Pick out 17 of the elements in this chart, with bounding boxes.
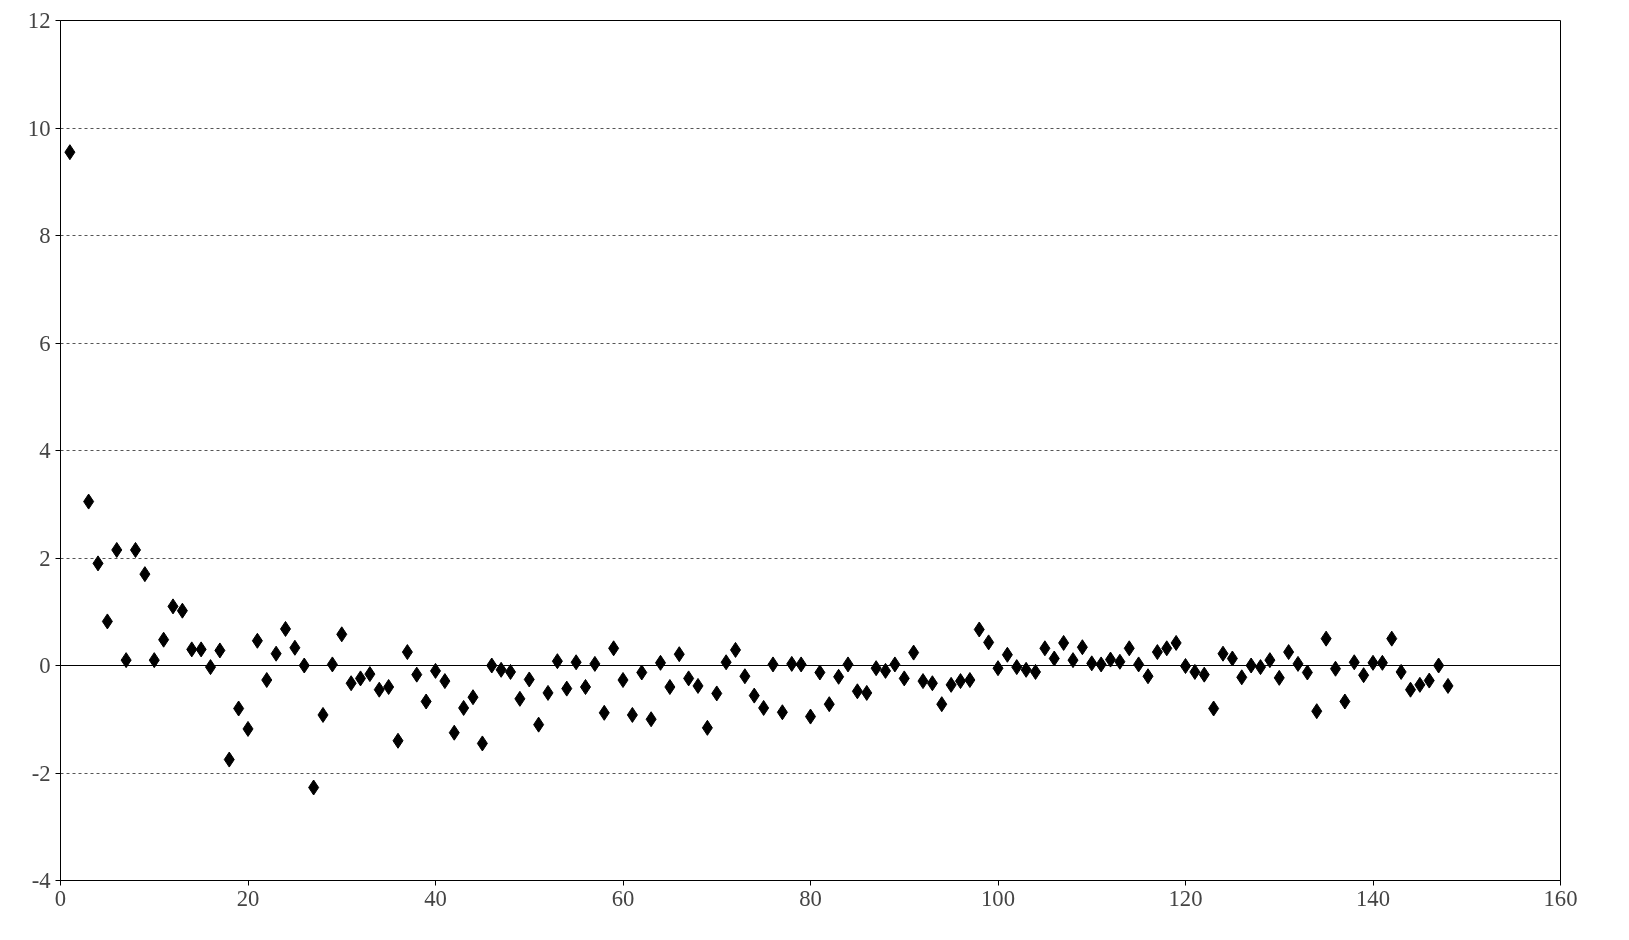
x-tick-label: 140 [1356,885,1390,911]
x-tick-label: 80 [799,885,822,911]
x-tick-label: 120 [1168,885,1203,911]
y-tick-label: 0 [39,653,51,678]
y-tick-label: 8 [39,223,51,248]
x-tick-label: 60 [611,885,635,911]
y-tick-label: -2 [31,760,51,786]
y-tick-label: 4 [39,438,51,463]
y-tick-label: 6 [39,330,51,356]
y-tick-label: 12 [27,8,51,33]
x-tick-label: 160 [1543,885,1578,911]
x-tick-label: 40 [424,885,447,911]
x-tick-label: 100 [981,885,1015,911]
y-tick-label: -4 [31,868,51,893]
x-tick-label: 20 [236,885,260,911]
y-tick-label: 2 [39,545,51,571]
y-tick-label: 10 [27,115,51,141]
